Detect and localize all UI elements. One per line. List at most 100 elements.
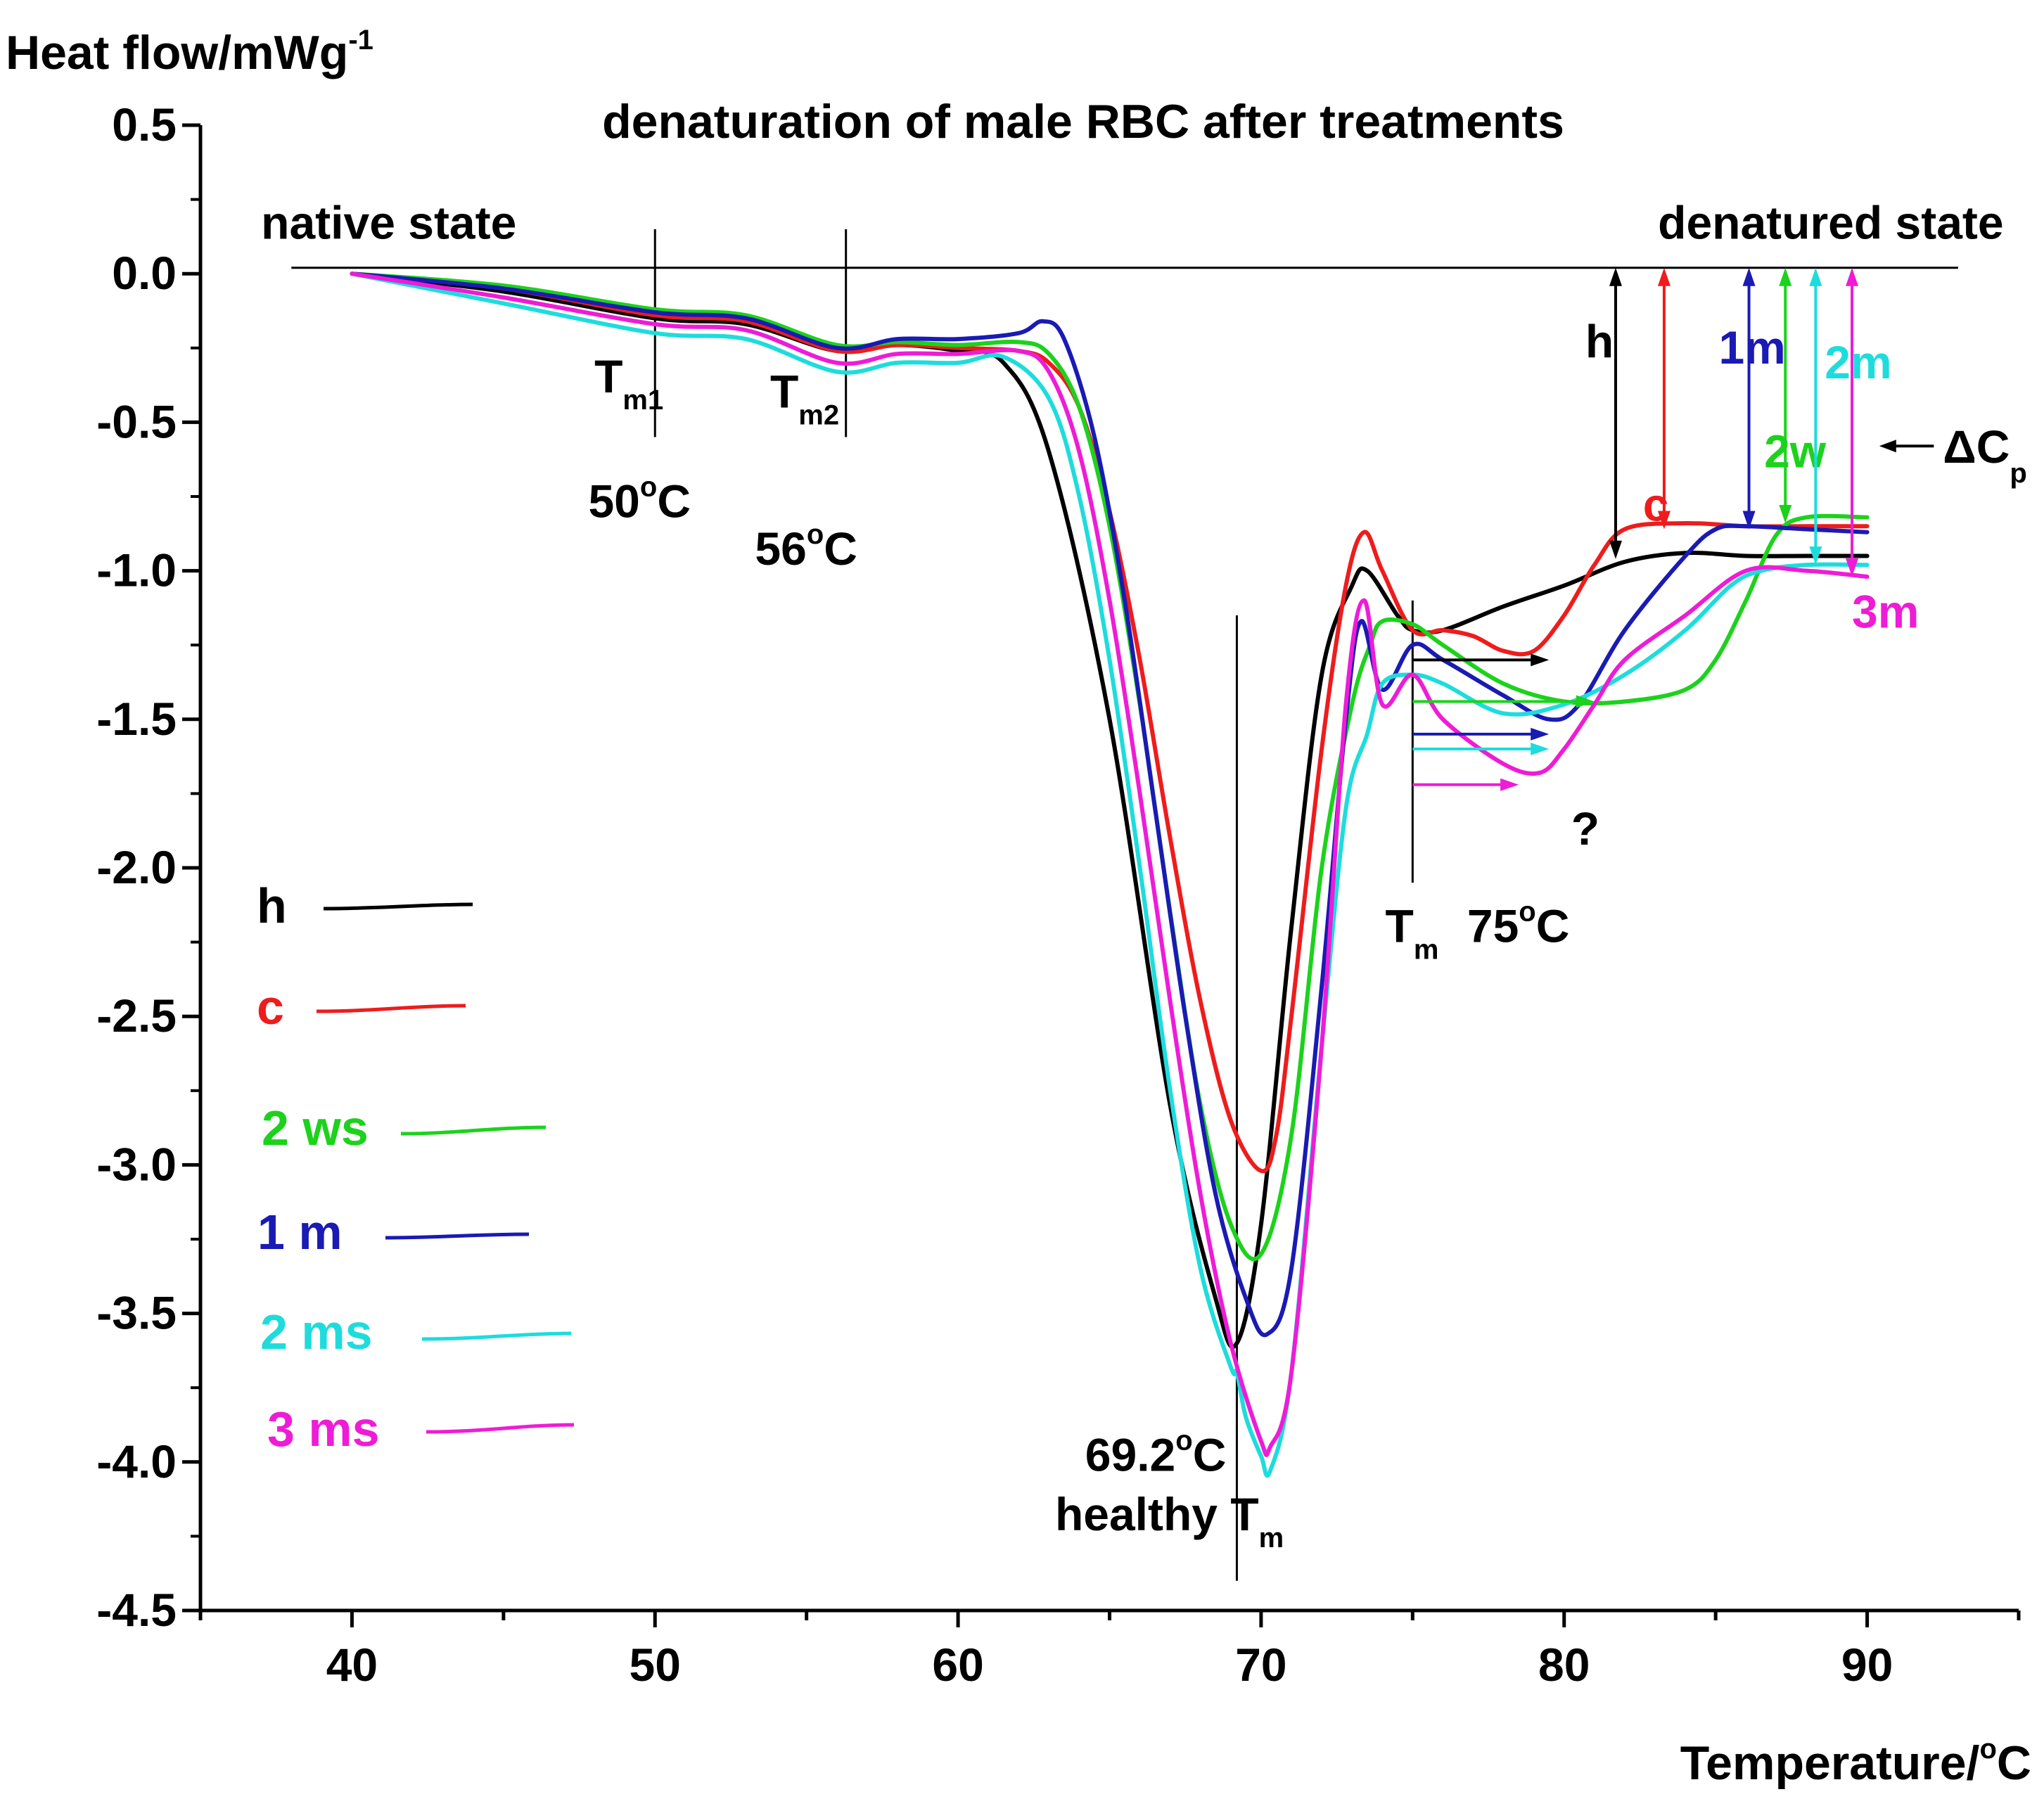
y-tick-label: -4.0 (96, 1435, 177, 1487)
delta-cp-pointer-head (1879, 440, 1896, 453)
tm1-value: 50oC (588, 472, 691, 527)
legend-label-2ms: 2 ms (260, 1305, 373, 1359)
legend-label-3ms: 3 ms (267, 1402, 380, 1456)
chart-title: denaturation of male RBC after treatment… (602, 95, 1564, 148)
delta-cp-arrowhead-top (1742, 267, 1756, 286)
tm1-value-num: 50 (588, 475, 639, 527)
legend-swatch-c (316, 1004, 466, 1013)
tm75-value-unit: C (1536, 900, 1570, 952)
legend-swatch-2ws (400, 1125, 547, 1136)
plateau-arrow-head (1500, 778, 1519, 791)
healthy-tm-value-num: 69.2 (1085, 1428, 1175, 1480)
tm75-label-main: T (1386, 900, 1414, 952)
legend-item-2ms: 2 ms (260, 1305, 572, 1359)
plateau-arrow-head (1531, 653, 1550, 667)
healthy-tm-value-deg: o (1175, 1425, 1192, 1456)
y-axis-title-text: Heat flow/mWg (6, 26, 348, 79)
tm2-label-main: T (770, 365, 798, 417)
x-axis-title-sup: o (1979, 1734, 1996, 1765)
y-tick-label: -3.5 (96, 1287, 177, 1339)
series-line-1m (350, 271, 1870, 1338)
series-line-2ms (350, 271, 1870, 1478)
plateau-arrow-head (1531, 727, 1550, 741)
delta-cp-label-2m: 2m (1825, 336, 1891, 388)
tm1-label: Tm1 (594, 350, 663, 416)
healthy-tm-value: 69.2oC (1085, 1425, 1227, 1480)
x-tick-label: 90 (1841, 1639, 1893, 1691)
tm1-label-main: T (594, 350, 622, 402)
tm2-label: Tm2 (770, 365, 839, 430)
legend-label-1m: 1 m (257, 1205, 343, 1260)
healthy-tm-label-sub: m (1259, 1523, 1284, 1554)
tm75-label-sub: m (1414, 935, 1439, 966)
delta-cp-arrowhead-top (1779, 267, 1792, 286)
legend-item-c: c (257, 980, 466, 1035)
y-tick-label: -3.0 (96, 1138, 177, 1190)
tm2-value-deg: o (807, 519, 824, 550)
legend: h c 2 ws 1 m 2 ms 3 ms (257, 878, 575, 1456)
delta-cp-label-main: ΔC (1943, 421, 2010, 473)
series-line-3ms (350, 271, 1870, 1457)
legend-swatch-h (323, 902, 473, 911)
legend-item-3ms: 3 ms (267, 1402, 575, 1456)
legend-swatch-2ms (421, 1331, 572, 1341)
plateau-arrow-head (1576, 695, 1595, 708)
legend-item-h: h (257, 878, 473, 933)
tm75-value: 75oC (1467, 897, 1570, 952)
x-tick-label: 60 (932, 1639, 983, 1691)
tm2-value-unit: C (824, 523, 857, 575)
delta-cp-arrowhead-top (1657, 267, 1671, 286)
y-tick-label: -2.0 (96, 841, 177, 893)
annotations: native state denatured stateTm150oCTm256o… (261, 196, 2027, 1554)
delta-cp-arrowhead-bottom (1657, 511, 1671, 530)
delta-cp-label: ΔCp (1943, 421, 2027, 489)
legend-label-c: c (257, 980, 284, 1035)
tm1-value-deg: o (640, 472, 657, 503)
x-axis-title-text: Temperature/ (1680, 1736, 1980, 1790)
healthy-tm-value-unit: C (1193, 1428, 1227, 1480)
legend-swatch-3ms (426, 1423, 575, 1434)
delta-cp-arrowhead-bottom (1809, 546, 1822, 565)
delta-cp-label-sub: p (2010, 458, 2026, 489)
delta-cp-label-3m: 3m (1852, 586, 1919, 638)
tm75-value-deg: o (1519, 897, 1535, 928)
y-tick-label: -2.5 (96, 990, 177, 1042)
legend-label-2ws: 2 ws (262, 1101, 369, 1155)
healthy-tm-label: healthy Tm (1055, 1488, 1284, 1554)
x-tick-label: 50 (630, 1639, 681, 1691)
tm1-label-sub: m1 (622, 385, 663, 416)
delta-cp-label-h: h (1585, 315, 1614, 367)
y-axis-title: Heat flow/mWg-1 (6, 25, 373, 79)
delta-cp-arrowhead-bottom (1779, 505, 1792, 524)
series-line-c (350, 271, 1870, 1174)
delta-cp-label-1m: 1m (1718, 321, 1785, 373)
delta-cp-arrowhead-top (1809, 267, 1822, 286)
y-tick-label: 0.0 (112, 247, 177, 299)
x-tick-label: 40 (326, 1639, 378, 1691)
x-ticks: 40 50 60 70 80 90 (198, 1610, 2021, 1691)
y-axis-title-sup: -1 (348, 25, 373, 56)
delta-cp-arrowhead-bottom (1742, 511, 1756, 530)
plateau-arrow-head (1531, 743, 1550, 756)
region-label: native state (261, 196, 516, 248)
tm2-value: 56oC (755, 519, 857, 575)
guides (291, 229, 1958, 1581)
tm1-value-unit: C (657, 475, 691, 527)
y-tick-label: -1.5 (96, 693, 177, 745)
tm2-label-sub: m2 (798, 399, 839, 430)
series-line-2ws (350, 271, 1870, 1262)
y-tick-label: 0.5 (112, 98, 177, 150)
legend-swatch-1m (385, 1232, 530, 1240)
x-tick-label: 70 (1235, 1639, 1286, 1691)
series-lines (350, 271, 1870, 1478)
delta-cp-arrowhead-bottom (1609, 540, 1622, 559)
x-axis-title-unit: C (1997, 1736, 2031, 1790)
question-mark: ? (1571, 802, 1599, 854)
tm75-value-num: 75 (1467, 900, 1519, 952)
y-tick-label: -0.5 (96, 395, 177, 447)
x-tick-label: 80 (1538, 1639, 1590, 1691)
y-tick-label: -4.5 (96, 1584, 177, 1636)
x-axis-title: Temperature/oC (1680, 1734, 2031, 1790)
delta-cp-arrowhead-bottom (1846, 558, 1859, 577)
